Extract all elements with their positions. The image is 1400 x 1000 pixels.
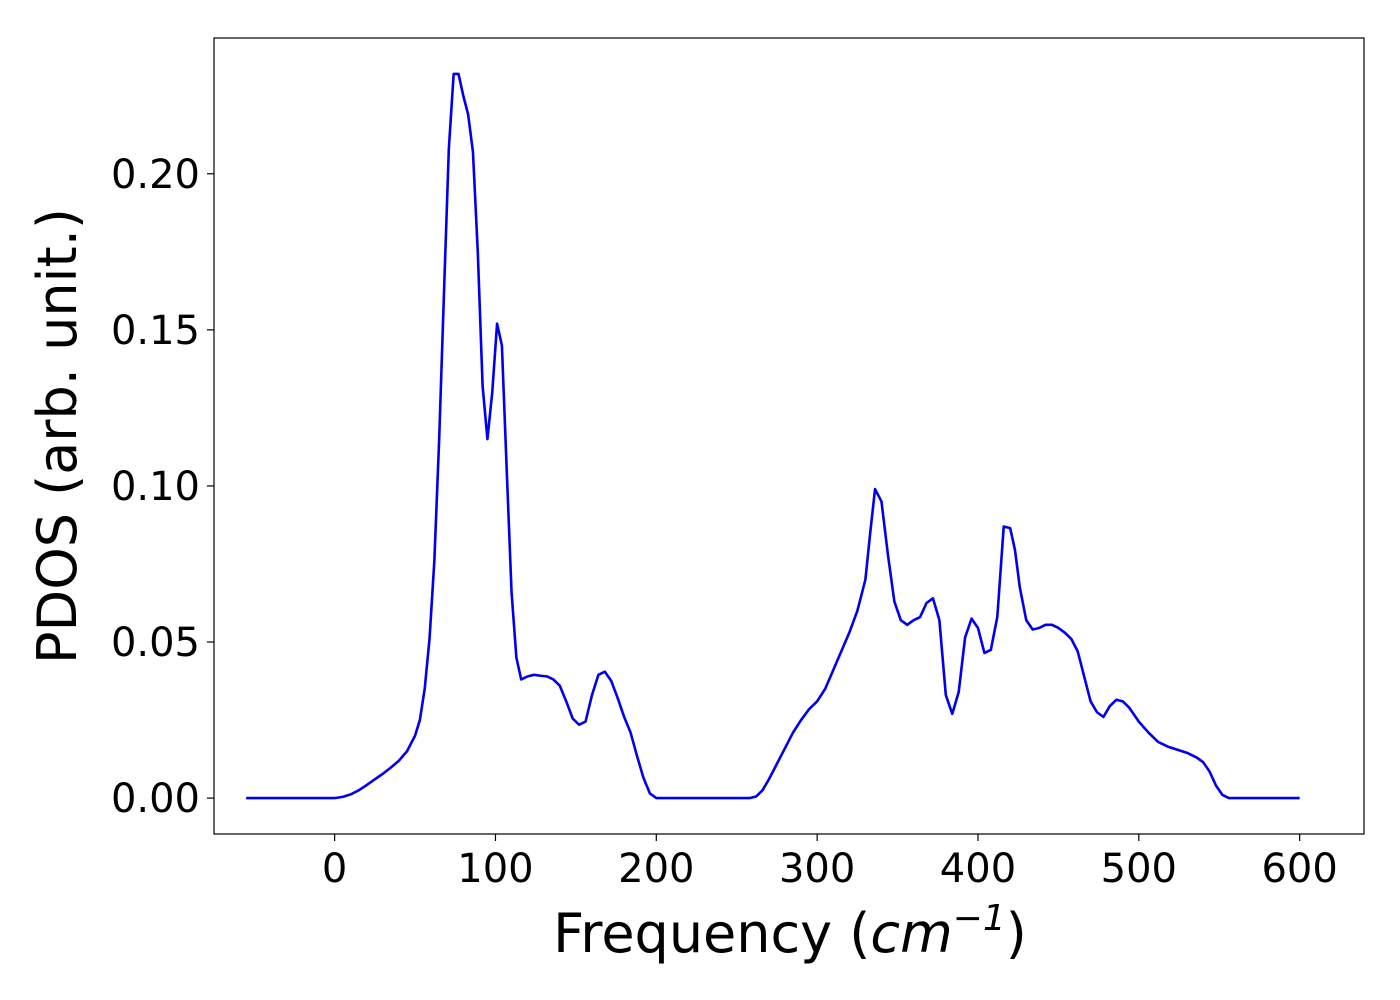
y-axis: 0.00 0.05 0.10 0.15 0.20	[111, 152, 214, 822]
axes-frame	[213, 37, 1365, 835]
x-axis: 0 100 200 300 400 500 600	[322, 834, 1338, 892]
y-tick-label: 0.20	[111, 152, 200, 198]
x-axis-title-unit-close: )	[1006, 902, 1027, 965]
pdos-series-line-0	[246, 72, 1300, 800]
x-axis-title-unit-var: cm	[870, 902, 952, 965]
x-tick-label: 300	[779, 846, 855, 892]
x-axis-title-unit-exp: −1	[953, 898, 1006, 939]
y-tick-label: 0.05	[111, 620, 200, 666]
y-tick-label: 0.15	[111, 308, 200, 354]
x-tick-label: 200	[618, 846, 694, 892]
x-tick-label: 100	[457, 846, 533, 892]
plot-area	[246, 72, 1300, 800]
x-tick-label: 400	[940, 846, 1016, 892]
y-tick-label: 0.10	[111, 464, 200, 510]
x-axis-title: Frequency (cm−1)	[553, 898, 1027, 965]
y-axis-title: PDOS (arb. unit.)	[26, 208, 89, 664]
y-tick-label: 0.00	[111, 776, 200, 822]
x-tick-label: 600	[1261, 846, 1337, 892]
x-tick-label: 500	[1101, 846, 1177, 892]
x-axis-title-unit-open: (	[832, 902, 870, 965]
x-tick-label: 0	[322, 846, 347, 892]
x-axis-title-text: Frequency	[553, 902, 832, 965]
